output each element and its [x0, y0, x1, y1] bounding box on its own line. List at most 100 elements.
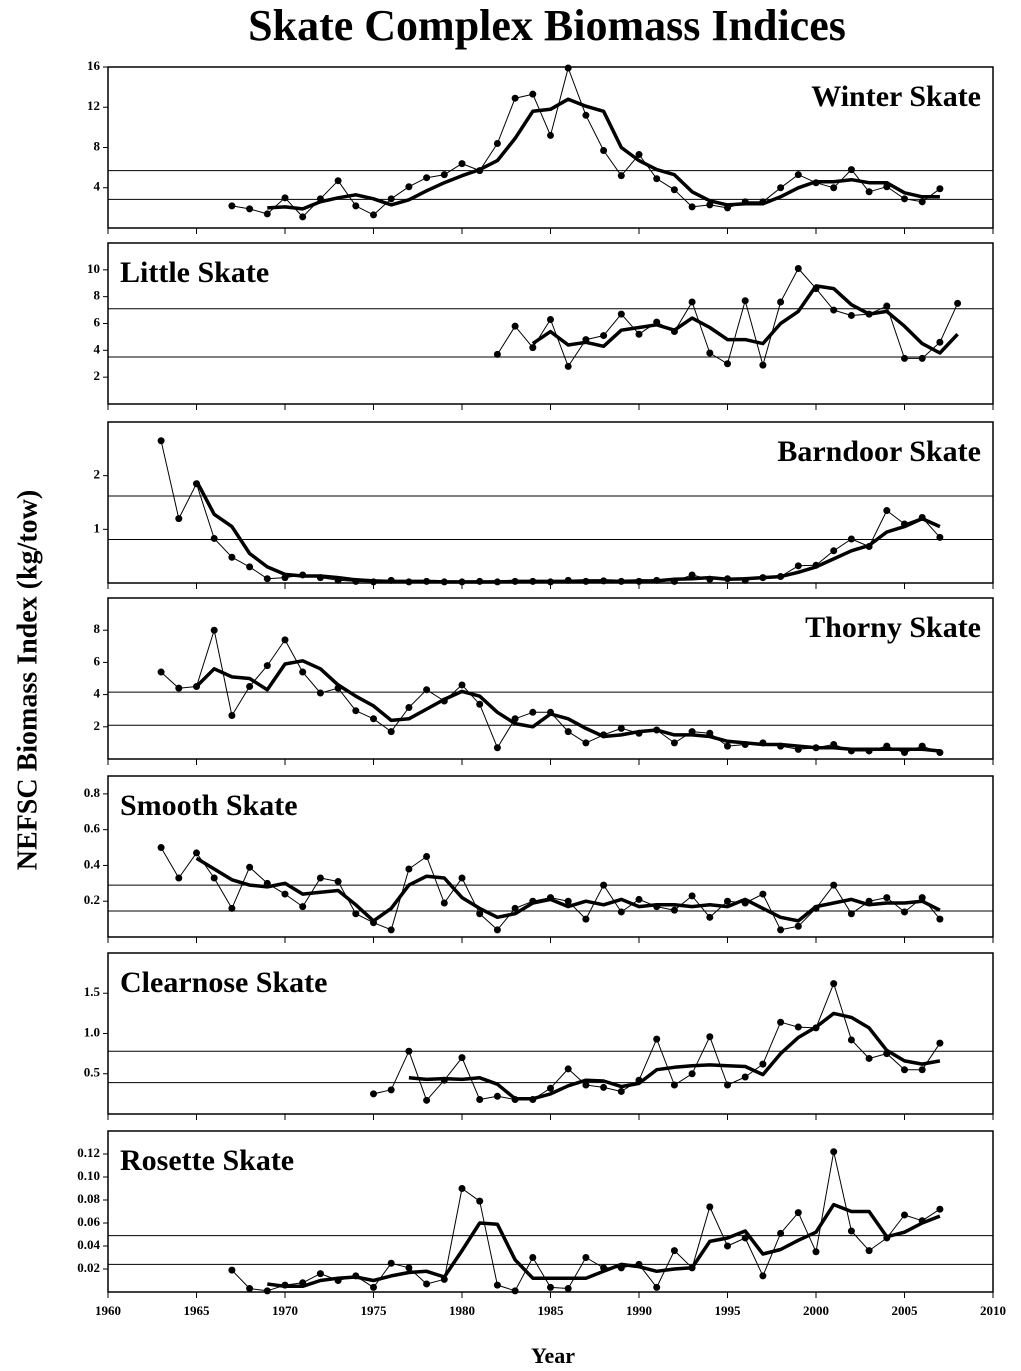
data-point [299, 903, 307, 911]
data-point [830, 184, 838, 192]
y-tick-label: 2 [94, 467, 101, 482]
y-tick-label: 4 [94, 686, 101, 701]
data-point [175, 684, 183, 692]
data-point [724, 360, 731, 368]
data-point [582, 111, 590, 119]
y-tick-label: 0.10 [77, 1168, 100, 1183]
x-tick-label: 1975 [361, 1303, 388, 1318]
data-point [157, 437, 165, 445]
data-point [741, 297, 749, 305]
data-point [617, 908, 625, 916]
data-point [741, 1073, 749, 1081]
data-point [529, 708, 537, 716]
data-point [246, 863, 254, 871]
data-point [600, 147, 608, 155]
y-tick-label: 4 [94, 341, 101, 356]
y-tick-label: 0.4 [84, 856, 101, 871]
data-point [564, 897, 572, 905]
data-point [617, 724, 625, 732]
data-point [547, 1283, 554, 1291]
data-point [794, 1209, 802, 1217]
data-point [493, 139, 501, 147]
y-tick-label: 0.8 [84, 785, 101, 800]
data-point [263, 662, 271, 670]
data-point [617, 310, 625, 318]
data-point [316, 689, 324, 697]
data-point [246, 563, 254, 571]
data-point [511, 904, 519, 912]
data-point [724, 742, 731, 750]
x-tick-label: 2010 [980, 1303, 1006, 1318]
data-point [210, 626, 218, 634]
panel-title: Rosette Skate [120, 1144, 294, 1177]
data-point [405, 1047, 413, 1055]
average-line [195, 856, 941, 923]
panel-title: Thorny Skate [805, 611, 981, 644]
data-point [228, 1266, 236, 1274]
data-point [865, 188, 873, 196]
data-point [777, 1229, 785, 1237]
data-point [936, 1205, 944, 1213]
data-point [299, 668, 307, 676]
data-point [458, 1054, 466, 1062]
data-point [370, 1090, 377, 1098]
data-point [246, 205, 254, 213]
data-point [794, 562, 802, 570]
data-point [670, 1081, 678, 1089]
data-point [830, 1148, 838, 1156]
data-point [175, 515, 183, 523]
data-point [352, 707, 360, 715]
data-point [423, 686, 431, 694]
data-point [529, 1254, 537, 1261]
data-point [865, 1247, 873, 1255]
y-tick-label: 0.5 [84, 1065, 101, 1080]
data-point [246, 1285, 254, 1293]
data-point [600, 1083, 608, 1091]
data-point [476, 1197, 484, 1205]
data-point [688, 203, 696, 211]
data-point [405, 183, 413, 191]
data-point [918, 894, 926, 902]
data-point [670, 739, 678, 747]
x-tick-label: 1965 [184, 1303, 211, 1318]
x-tick-label: 2000 [803, 1303, 829, 1318]
data-point [847, 311, 855, 319]
data-point [547, 315, 554, 323]
data-point [387, 1259, 395, 1267]
panel-title: Smooth Skate [120, 789, 298, 822]
data-point [511, 1287, 519, 1295]
y-tick-label: 2 [94, 368, 101, 383]
data-point [210, 534, 218, 542]
data-point [370, 211, 377, 219]
average-line [531, 284, 959, 355]
data-point [901, 354, 908, 362]
data-point [812, 1248, 820, 1256]
data-point [157, 668, 165, 676]
data-point [547, 1084, 554, 1092]
data-point [263, 1287, 271, 1295]
data-point [759, 361, 767, 369]
data-point [476, 700, 484, 708]
data-point [423, 853, 431, 860]
data-point [352, 910, 360, 918]
x-tick-label: 1980 [449, 1303, 475, 1318]
data-point [688, 298, 696, 306]
data-point [405, 865, 413, 873]
data-point [600, 881, 608, 889]
data-point [299, 213, 307, 221]
data-point [564, 1285, 572, 1293]
data-point [759, 1060, 767, 1068]
data-point [423, 1280, 431, 1288]
data-point [635, 330, 643, 338]
data-point [493, 926, 501, 934]
data-point [600, 332, 608, 340]
average-line [267, 97, 940, 211]
data-point [688, 1070, 696, 1078]
data-point [883, 507, 891, 515]
data-point [706, 1203, 714, 1211]
y-tick-label: 6 [94, 653, 101, 668]
data-point [777, 926, 785, 934]
data-point [724, 1081, 731, 1089]
average-line [195, 659, 941, 753]
data-point [653, 175, 661, 183]
